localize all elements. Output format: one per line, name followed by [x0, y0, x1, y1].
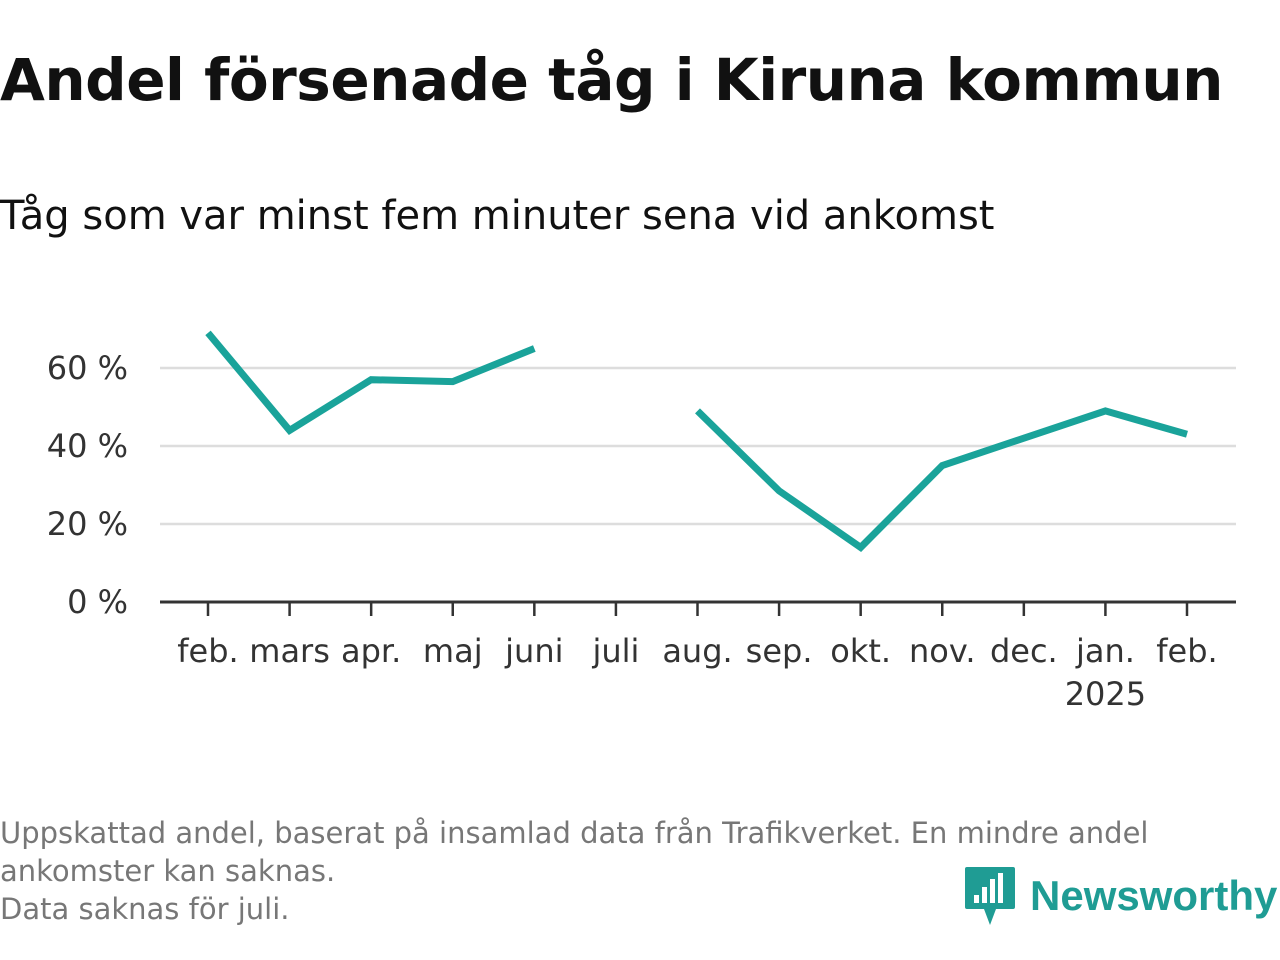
x-tick-label: feb.	[1156, 632, 1217, 670]
footnote-line: ankomster kan saknas.	[0, 854, 336, 888]
x-tick-label: feb.	[177, 632, 238, 670]
line-chart: 0 % 20 % 40 % 60 % feb. mars apr. maj juni juli a…	[47, 330, 1236, 713]
brand-name: Newsworthy	[1030, 872, 1278, 919]
x-tick-label: sep.	[746, 632, 813, 670]
chart-title: Andel försenade tåg i Kiruna kommun	[0, 46, 1223, 114]
y-tick-label: 60 %	[47, 349, 128, 387]
gridlines	[160, 366, 1236, 526]
x-tick-label: apr.	[341, 632, 401, 670]
x-tick-label: okt.	[830, 632, 891, 670]
series-line-segment	[205, 330, 536, 435]
x-tick-label: jan.	[1075, 632, 1135, 670]
chart-subtitle: Tåg som var minst fem minuter sena vid a…	[0, 193, 995, 239]
logo-bar	[974, 895, 979, 903]
y-tick-label: 0 %	[67, 583, 128, 621]
x-tick-year-label: 2025	[1065, 675, 1146, 713]
x-axis	[160, 600, 1236, 616]
x-tick-label: juli	[591, 632, 639, 670]
series-line-segment	[695, 407, 1188, 552]
y-tick-label: 20 %	[47, 505, 128, 543]
x-tick-label: aug.	[662, 632, 732, 670]
logo-bar	[990, 879, 995, 903]
footnotes: Uppskattad andel, baserat på insamlad da…	[0, 814, 1270, 928]
series-lines	[205, 330, 1188, 552]
x-tick-label: juni	[504, 632, 563, 670]
x-tick-label: dec.	[990, 632, 1058, 670]
logo-bar	[998, 873, 1003, 903]
newsworthy-logo-icon	[965, 867, 1015, 925]
x-tick-label: mars	[249, 632, 330, 670]
x-tick-label: maj	[423, 632, 483, 670]
y-tick-label: 40 %	[47, 427, 128, 465]
x-tick-label: nov.	[909, 632, 975, 670]
footnote-line: Uppskattad andel, baserat på insamlad da…	[0, 816, 1149, 850]
footnote-line: Data saknas för juli.	[0, 892, 290, 926]
logo-bar	[982, 887, 987, 903]
y-axis-tick-labels: 0 % 20 % 40 % 60 %	[47, 349, 128, 621]
x-axis-tick-labels: feb. mars apr. maj juni juli aug. sep. okt. nov. d…	[177, 632, 1217, 713]
brand-logo: Newsworthy	[964, 864, 1277, 928]
